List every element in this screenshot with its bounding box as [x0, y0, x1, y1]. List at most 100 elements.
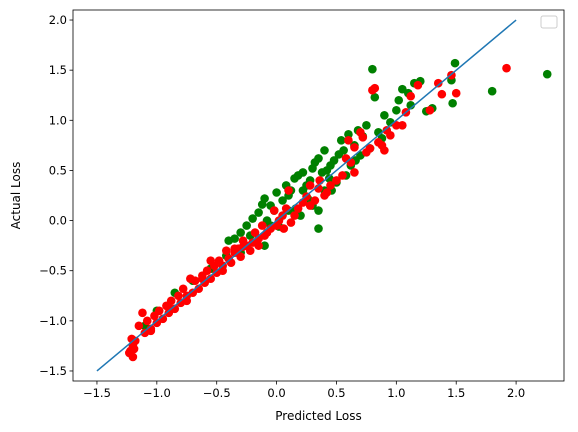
x-tick-label: 0.0 [267, 386, 285, 400]
data-point [248, 214, 257, 223]
data-point [279, 224, 289, 233]
data-point [326, 181, 335, 190]
data-point [250, 228, 260, 237]
data-point [296, 211, 305, 220]
data-point [350, 143, 359, 152]
data-point [320, 191, 329, 200]
data-point [238, 242, 248, 251]
data-point [218, 266, 227, 276]
data-point [305, 181, 315, 190]
data-point [344, 130, 353, 139]
data-point [198, 274, 207, 284]
data-point [129, 344, 139, 354]
data-point [334, 150, 344, 159]
data-point [236, 228, 245, 237]
legend [540, 15, 558, 29]
data-point [260, 241, 269, 250]
data-point [413, 80, 423, 90]
axes-frame [72, 9, 565, 382]
data-point [186, 274, 195, 284]
data-point [437, 89, 447, 99]
data-point [425, 105, 435, 115]
x-tick-label: 2.0 [507, 386, 525, 400]
data-point [254, 241, 263, 250]
data-point [502, 63, 511, 73]
data-point [370, 92, 380, 102]
x-tick-label: −1.5 [83, 386, 111, 400]
data-point [341, 154, 351, 163]
data-point [320, 146, 329, 155]
data-point [284, 186, 293, 195]
reference-line [96, 19, 517, 372]
data-point [344, 136, 353, 145]
axes-layer: −1.5 −1.0 −0.5 0.0 0.5 1.0 1.5 2.0 −1.5 −1.0 −0.5 0… [39, 9, 565, 400]
data-point [487, 86, 497, 96]
data-point [332, 176, 341, 185]
data-point [394, 95, 404, 105]
data-point [450, 58, 460, 68]
data-point [164, 302, 174, 312]
x-tick-label: −0.5 [203, 386, 231, 400]
y-tick-label: 0.5 [49, 163, 67, 177]
data-point [448, 98, 457, 108]
y-tick-label: 1.0 [49, 113, 67, 127]
data-point [286, 218, 296, 227]
data-point [224, 236, 233, 245]
data-point [290, 211, 299, 220]
x-tick-label: 1.5 [447, 386, 465, 400]
data-point [272, 188, 281, 197]
data-point [293, 204, 303, 213]
y-tick-label: −0.5 [39, 264, 67, 278]
plot-layer [96, 19, 552, 372]
data-point [206, 256, 216, 265]
data-point [254, 208, 263, 217]
data-point [336, 136, 346, 145]
legend-box [540, 15, 558, 29]
data-point [238, 236, 248, 245]
data-point [368, 64, 377, 74]
data-point [324, 174, 334, 183]
data-point [317, 168, 327, 177]
data-point [310, 158, 320, 167]
x-tick-label: 1.0 [387, 386, 405, 400]
data-point [451, 88, 461, 98]
data-point [406, 91, 416, 101]
data-point [146, 326, 156, 336]
data-point [314, 206, 323, 215]
data-point [433, 78, 443, 88]
data-point [138, 308, 147, 318]
data-point [278, 196, 287, 205]
data-point [164, 308, 174, 318]
data-point [298, 168, 308, 177]
data-point [362, 121, 371, 130]
data-point [380, 146, 389, 155]
data-point [182, 296, 192, 306]
x-axis-label: Predicted Loss [275, 409, 361, 423]
y-tick-label: −1.0 [39, 314, 67, 328]
y-axis-label: Actual Loss [9, 162, 23, 230]
y-tick-label: 0.0 [49, 214, 67, 228]
data-point [150, 311, 159, 321]
data-point [398, 121, 407, 130]
data-point [382, 126, 392, 135]
data-point [338, 171, 347, 180]
data-point [542, 69, 552, 79]
data-point [224, 254, 233, 263]
data-point [380, 110, 389, 120]
data-point [257, 200, 267, 209]
data-point [315, 176, 325, 185]
data-point [350, 168, 359, 177]
x-tick-label: −1.0 [143, 386, 171, 400]
data-point [392, 121, 401, 130]
data-point [314, 224, 323, 233]
data-point [221, 246, 231, 255]
y-tick-label: 2.0 [49, 13, 67, 27]
data-point [305, 201, 315, 210]
data-point [269, 206, 279, 215]
data-point [356, 128, 365, 137]
data-point [174, 291, 183, 301]
data-point [362, 148, 371, 157]
data-point [178, 284, 188, 294]
